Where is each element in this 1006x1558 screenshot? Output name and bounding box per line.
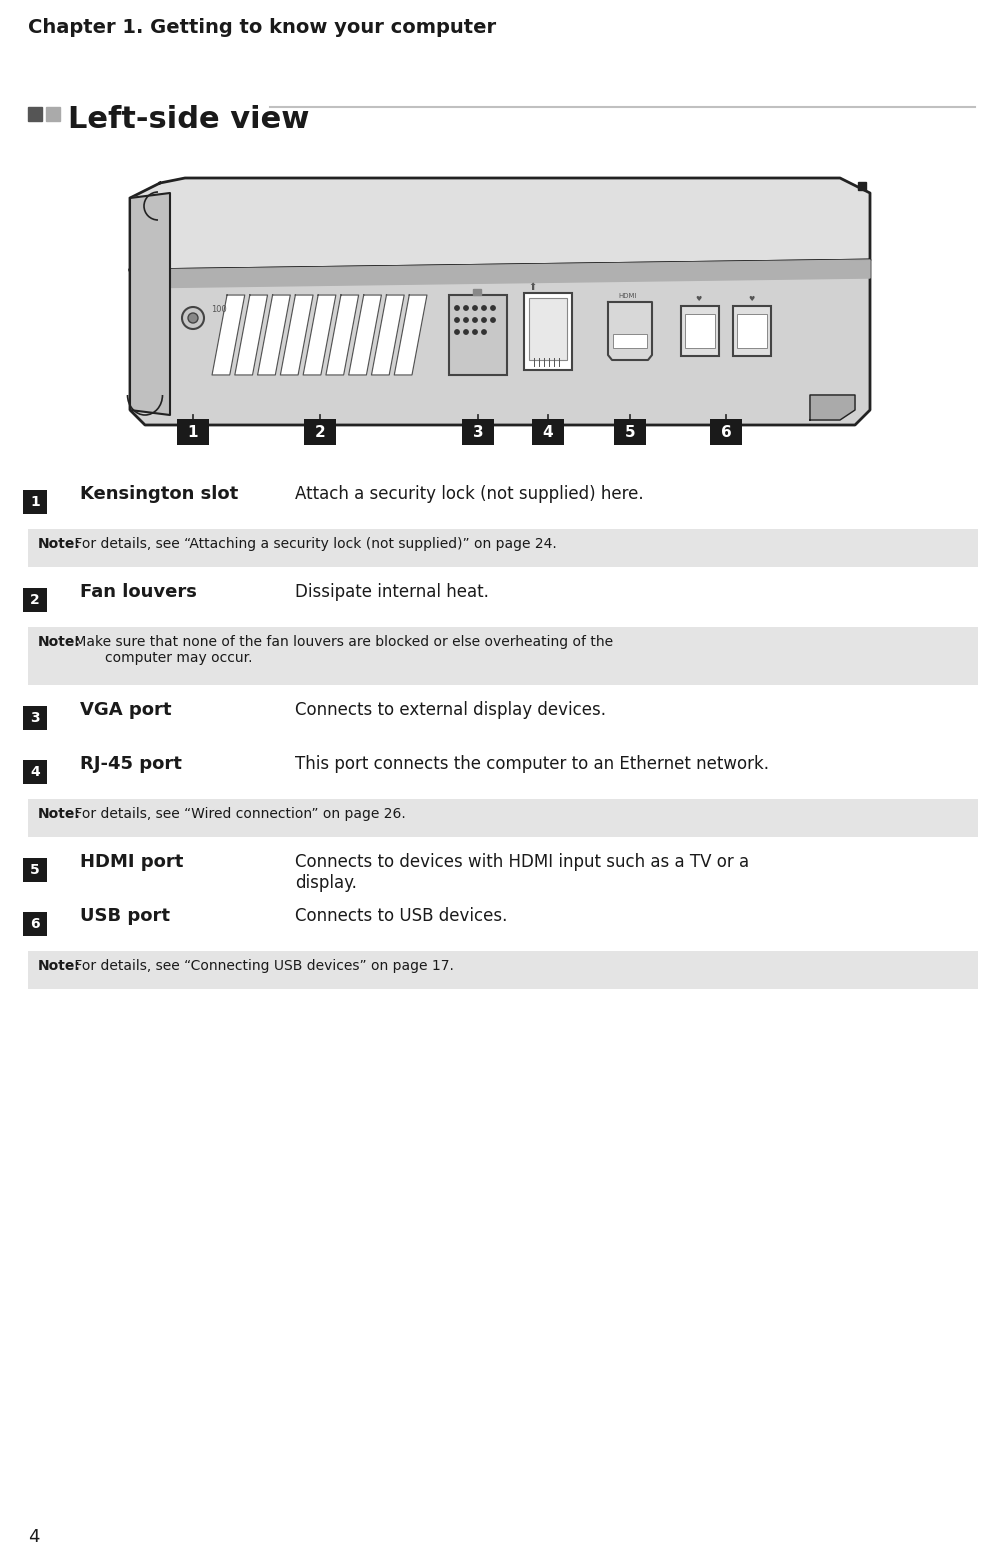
Polygon shape	[130, 260, 870, 425]
Text: Chapter 1. Getting to know your computer: Chapter 1. Getting to know your computer	[28, 19, 496, 37]
Circle shape	[473, 330, 477, 335]
Text: Connects to USB devices.: Connects to USB devices.	[295, 907, 507, 925]
Polygon shape	[394, 294, 427, 375]
Circle shape	[188, 313, 198, 323]
Polygon shape	[258, 294, 291, 375]
Polygon shape	[371, 294, 404, 375]
Text: 100: 100	[211, 305, 226, 315]
Text: For details, see “Connecting USB devices” on page 17.: For details, see “Connecting USB devices…	[70, 960, 455, 974]
Text: Attach a security lock (not supplied) here.: Attach a security lock (not supplied) he…	[295, 485, 644, 503]
Bar	[449, 294, 507, 375]
Bar	[28, 799, 978, 837]
Circle shape	[473, 305, 477, 310]
Text: 3: 3	[30, 710, 40, 724]
Text: RJ-45 port: RJ-45 port	[80, 756, 182, 773]
Text: Note:: Note:	[38, 636, 80, 650]
Bar	[681, 305, 719, 355]
Text: 1: 1	[30, 495, 40, 509]
Bar	[524, 293, 572, 369]
Circle shape	[464, 318, 468, 323]
Circle shape	[491, 318, 495, 323]
Bar	[23, 911, 47, 936]
Text: ♥: ♥	[695, 296, 701, 302]
Circle shape	[482, 318, 486, 323]
Text: Connects to external display devices.: Connects to external display devices.	[295, 701, 606, 718]
Text: Dissipate internal heat.: Dissipate internal heat.	[295, 583, 489, 601]
Bar	[28, 626, 978, 686]
Circle shape	[455, 330, 459, 335]
Circle shape	[455, 305, 459, 310]
Circle shape	[455, 318, 459, 323]
Text: 4: 4	[28, 1528, 39, 1546]
Text: 1: 1	[188, 424, 198, 439]
Bar	[529, 298, 567, 360]
Text: 2: 2	[30, 594, 40, 608]
Bar	[23, 858, 47, 882]
Bar	[733, 305, 771, 355]
Circle shape	[473, 318, 477, 323]
Polygon shape	[130, 178, 870, 270]
Text: 5: 5	[625, 424, 636, 439]
Text: Note:: Note:	[38, 538, 80, 552]
Text: 4: 4	[30, 765, 40, 779]
Text: 6: 6	[720, 424, 731, 439]
Text: Left-side view: Left-side view	[68, 104, 310, 134]
Polygon shape	[212, 294, 244, 375]
Polygon shape	[326, 294, 359, 375]
Bar	[685, 315, 715, 347]
Polygon shape	[130, 193, 170, 414]
Bar	[532, 419, 564, 446]
Bar	[28, 950, 978, 989]
Bar	[737, 315, 767, 347]
Bar	[23, 706, 47, 731]
Text: Kensington slot: Kensington slot	[80, 485, 238, 503]
Circle shape	[482, 330, 486, 335]
Text: HDMI port: HDMI port	[80, 852, 183, 871]
Polygon shape	[303, 294, 336, 375]
Polygon shape	[281, 294, 313, 375]
Polygon shape	[234, 294, 268, 375]
Text: Note:: Note:	[38, 960, 80, 974]
Bar	[23, 587, 47, 612]
Text: For details, see “Wired connection” on page 26.: For details, see “Wired connection” on p…	[70, 807, 406, 821]
Text: Connects to devices with HDMI input such as a TV or a
display.: Connects to devices with HDMI input such…	[295, 852, 749, 891]
Polygon shape	[349, 294, 381, 375]
Bar	[858, 182, 866, 190]
Text: 6: 6	[30, 918, 40, 932]
Bar	[46, 108, 60, 122]
Polygon shape	[130, 260, 870, 288]
Text: 3: 3	[473, 424, 483, 439]
Bar	[473, 288, 481, 294]
Bar	[613, 333, 647, 347]
Bar	[462, 419, 494, 446]
Text: USB port: USB port	[80, 907, 170, 925]
Polygon shape	[810, 396, 855, 421]
Text: Fan louvers: Fan louvers	[80, 583, 197, 601]
Circle shape	[482, 305, 486, 310]
Bar	[28, 108, 42, 122]
Polygon shape	[608, 302, 652, 360]
Bar	[304, 419, 336, 446]
Bar	[710, 419, 742, 446]
Circle shape	[491, 305, 495, 310]
Circle shape	[464, 330, 468, 335]
Circle shape	[182, 307, 204, 329]
Text: 2: 2	[315, 424, 325, 439]
Text: 4: 4	[542, 424, 553, 439]
Bar	[23, 760, 47, 784]
Text: ⬆: ⬆	[528, 282, 536, 291]
Text: Make sure that none of the fan louvers are blocked or else overheating of the
  : Make sure that none of the fan louvers a…	[70, 636, 614, 665]
Text: 5: 5	[30, 863, 40, 877]
Text: ♥: ♥	[748, 296, 754, 302]
Bar	[614, 419, 646, 446]
Circle shape	[464, 305, 468, 310]
Text: VGA port: VGA port	[80, 701, 171, 718]
Bar	[28, 530, 978, 567]
Bar	[23, 491, 47, 514]
Text: Note:: Note:	[38, 807, 80, 821]
Text: For details, see “Attaching a security lock (not supplied)” on page 24.: For details, see “Attaching a security l…	[70, 538, 557, 552]
Bar	[177, 419, 209, 446]
Text: This port connects the computer to an Ethernet network.: This port connects the computer to an Et…	[295, 756, 769, 773]
Text: HDMI: HDMI	[618, 293, 637, 299]
